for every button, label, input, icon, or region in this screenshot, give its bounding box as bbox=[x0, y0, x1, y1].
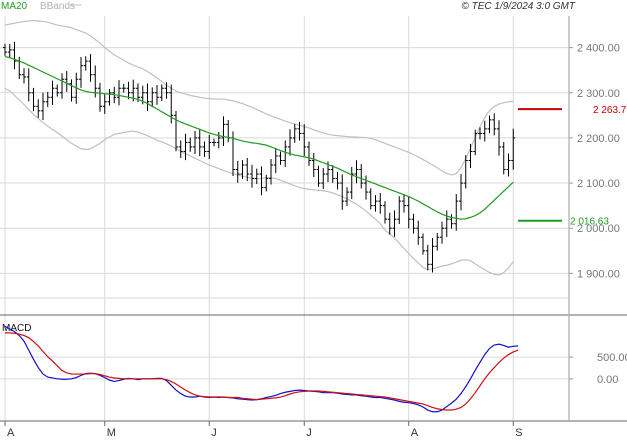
bbands-legend[interactable]: BBands bbox=[40, 1, 75, 12]
x-tick-label: M bbox=[107, 427, 116, 439]
bollinger-bands bbox=[4, 19, 514, 276]
bb-lower-line bbox=[4, 87, 514, 276]
support-label: 2 016.63 bbox=[570, 217, 609, 228]
macd-tick-label: 500.00 bbox=[597, 352, 627, 364]
price-grid bbox=[0, 16, 568, 420]
bb-upper-line bbox=[4, 19, 514, 176]
price-tick-label: 2 200.00 bbox=[577, 133, 620, 145]
ma20-line bbox=[4, 56, 514, 220]
macd-label: MACD bbox=[2, 323, 31, 334]
resistance-label: 2 263.7 bbox=[593, 105, 627, 116]
x-tick-label: A bbox=[411, 427, 419, 439]
macd-panel: MACD 0.00 500.00 bbox=[0, 316, 627, 420]
macd-y-axis: 0.00 500.00 bbox=[569, 352, 627, 386]
copyright-text: © TEC 1/9/2024 3:0 GMT bbox=[461, 1, 575, 12]
x-tick-label: J bbox=[211, 427, 217, 439]
x-tick-label: J bbox=[306, 427, 312, 439]
price-tick-label: 2 000.00 bbox=[577, 223, 620, 235]
ma20-line-group bbox=[4, 56, 514, 220]
price-panel: 2 263.7 2 016.63 1 900.00 2 000.00 2 100.00… bbox=[0, 16, 627, 420]
macd-tick-label: 0.00 bbox=[597, 374, 618, 386]
macd-grid bbox=[0, 356, 568, 380]
ma20-legend[interactable]: MA20 bbox=[1, 1, 28, 12]
x-tick-label: S bbox=[515, 427, 522, 439]
price-bars bbox=[3, 41, 516, 273]
price-y-axis: 1 900.00 2 000.00 2 100.00 2 200.00 2 300.00… bbox=[569, 43, 620, 280]
x-tick-label: A bbox=[7, 427, 15, 439]
price-tick-label: 2 100.00 bbox=[577, 178, 620, 190]
price-tick-label: 1 900.00 bbox=[577, 268, 620, 280]
price-tick-label: 2 300.00 bbox=[577, 88, 620, 100]
price-levels: 2 263.7 2 016.63 bbox=[518, 105, 627, 228]
macd-lines bbox=[4, 325, 519, 413]
signal-line bbox=[5, 332, 519, 411]
price-tick-label: 2 400.00 bbox=[577, 43, 620, 55]
